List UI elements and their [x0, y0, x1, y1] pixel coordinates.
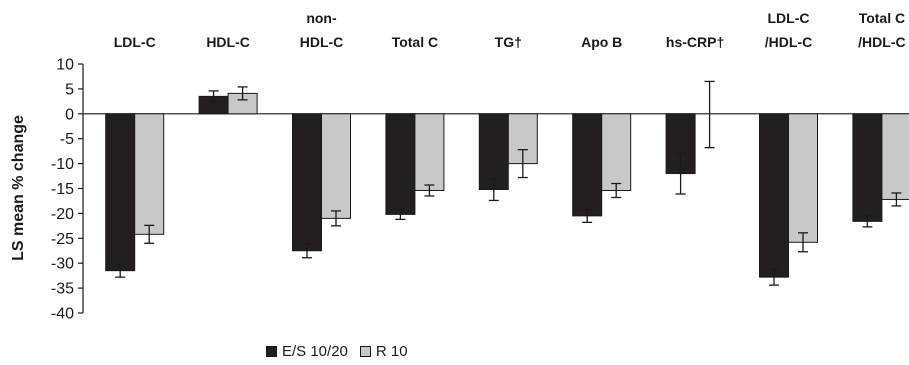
bar-series-2	[414, 113, 445, 191]
bar-series-2	[321, 113, 351, 219]
y-tick-label: -10	[51, 156, 74, 173]
bar-series-1	[572, 113, 603, 217]
bar-series-2	[788, 113, 818, 243]
y-tick-label: -40	[51, 306, 74, 323]
y-tick-label: -25	[51, 231, 74, 248]
legend: E/S 10/20 R 10	[266, 343, 420, 360]
bar-series-1	[292, 113, 322, 252]
legend-label-series-1: E/S 10/20	[282, 343, 348, 360]
category-label: Apo B	[581, 34, 622, 50]
category-labels: LDL-C HDL-C non- HDL-C Total C TG† Apo B hs-CRP…	[114, 10, 906, 50]
category-label: HDL-C	[206, 34, 250, 50]
y-tick-label: -5	[60, 131, 74, 148]
category-label: LDL-C	[768, 10, 810, 26]
category-label: /HDL-C	[858, 34, 905, 50]
legend-swatch-series-1	[266, 346, 277, 357]
category-label: non-	[306, 10, 337, 26]
bar-series-1	[852, 113, 883, 222]
bars	[105, 92, 909, 278]
y-tick-label: 0	[65, 106, 74, 123]
legend-item-series-1: E/S 10/20	[266, 343, 348, 360]
bar-series-2	[881, 113, 909, 200]
category-label: LDL-C	[114, 34, 156, 50]
bar-series-2	[601, 113, 632, 191]
bar-series-1	[385, 113, 416, 215]
y-tick-label: -30	[51, 256, 74, 273]
category-label: HDL-C	[300, 34, 344, 50]
category-label: TG†	[495, 34, 522, 50]
y-axis-label: LS mean % change	[10, 115, 27, 261]
bar-series-2	[134, 113, 165, 235]
category-label: Total C	[392, 34, 438, 50]
legend-item-series-2: R 10	[359, 343, 408, 360]
y-tick-label: -20	[51, 206, 74, 223]
category-label: Total C	[859, 10, 905, 26]
category-label: hs-CRP†	[666, 34, 724, 50]
category-label: /HDL-C	[765, 34, 812, 50]
error-bars	[115, 80, 902, 286]
legend-swatch-series-2	[359, 346, 371, 357]
bar-series-1	[759, 113, 789, 278]
y-tick-label: -35	[51, 281, 74, 298]
y-tick-label: -15	[51, 181, 74, 198]
legend-label-series-2: R 10	[375, 343, 408, 360]
bar-series-1	[105, 113, 136, 272]
y-tick-label: 5	[65, 81, 74, 98]
y-tick-label: 10	[56, 57, 74, 74]
